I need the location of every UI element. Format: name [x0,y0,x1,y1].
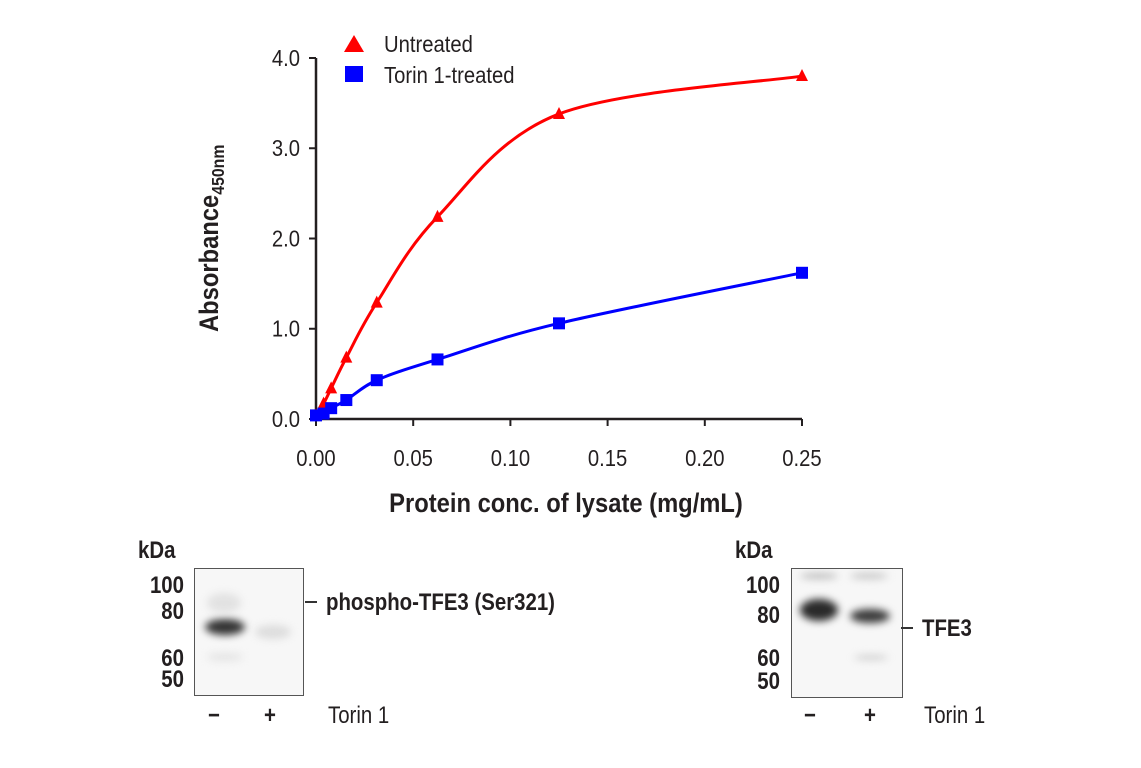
blot-band [850,609,890,623]
band-pointer [901,627,913,629]
blot-band [800,599,838,621]
data-point-torin [370,374,383,387]
y-axis-label-subscript: 450nm [208,145,228,195]
western-blot-tfe3 [791,568,903,698]
data-point-torin [340,394,353,407]
band-label: TFE3 [922,615,972,642]
data-point-torin [796,266,808,279]
kda-label: kDa [735,537,773,564]
mw-marker: 50 [161,666,184,693]
mw-marker: 50 [757,668,780,695]
series-line-torin [315,271,803,417]
absorbance-chart: 0.00 0.05 0.10 0.15 0.20 0.250.01.02.03.04.0 … [195,31,822,519]
blot-band [205,619,245,635]
data-point-untreated [340,350,353,363]
x-tick-label: 0.15 [588,445,627,472]
legend-label-untreated: Untreated [384,31,473,58]
data-point-untreated [796,69,808,82]
data-point-untreated [325,381,338,394]
mw-marker: 60 [757,645,780,672]
treatment-label: Torin 1 [924,702,986,729]
y-axis-label: Absorbance450nm [195,145,229,332]
western-blot-phospho-tfe3 [194,568,304,696]
x-axis-label: Protein conc. of lysate (mg/mL) [389,489,743,519]
blot-band [800,573,838,579]
legend-label-torin: Torin 1-treated [384,62,514,89]
lane-label: + [864,702,876,729]
data-point-torin [325,402,338,415]
legend: Untreated Torin 1-treated [344,31,514,89]
legend-marker-untreated [344,35,364,52]
x-tick-label: 0.25 [782,445,821,472]
treatment-label: Torin 1 [328,702,390,729]
band-label: phospho-TFE3 (Ser321) [326,589,555,616]
legend-marker-torin [345,66,363,82]
blot-band [207,653,243,661]
kda-label: kDa [138,537,176,564]
band-pointer [305,601,317,603]
x-tick-label: 0.20 [685,445,724,472]
data-point-untreated [431,209,444,222]
data-point-torin [553,317,565,330]
data-point-untreated [553,106,565,119]
lane-label: − [804,702,816,729]
mw-marker: 80 [757,602,780,629]
y-tick-label: 2.0 [272,225,300,252]
y-tick-label: 1.0 [272,316,300,343]
blot-band [854,655,888,660]
lane-label: + [264,702,276,729]
y-tick-label: 0.0 [272,406,300,433]
x-tick-label: 0.00 [296,445,335,472]
y-axis-label-main: Absorbance [195,195,225,332]
blot-band [207,593,241,613]
lane-label: − [208,702,220,729]
blot-band [850,573,888,579]
y-tick-label: 3.0 [272,135,300,162]
x-tick-label: 0.10 [491,445,530,472]
y-tick-label: 4.0 [272,45,300,72]
mw-marker: 80 [161,598,184,625]
data-point-torin [431,353,444,366]
mw-marker: 100 [149,572,184,599]
x-tick-label: 0.05 [394,445,433,472]
blot-band [255,625,291,639]
data-point-untreated [370,295,383,308]
mw-marker: 100 [745,572,780,599]
series-line-untreated [314,74,803,417]
mw-marker: 60 [161,645,184,672]
